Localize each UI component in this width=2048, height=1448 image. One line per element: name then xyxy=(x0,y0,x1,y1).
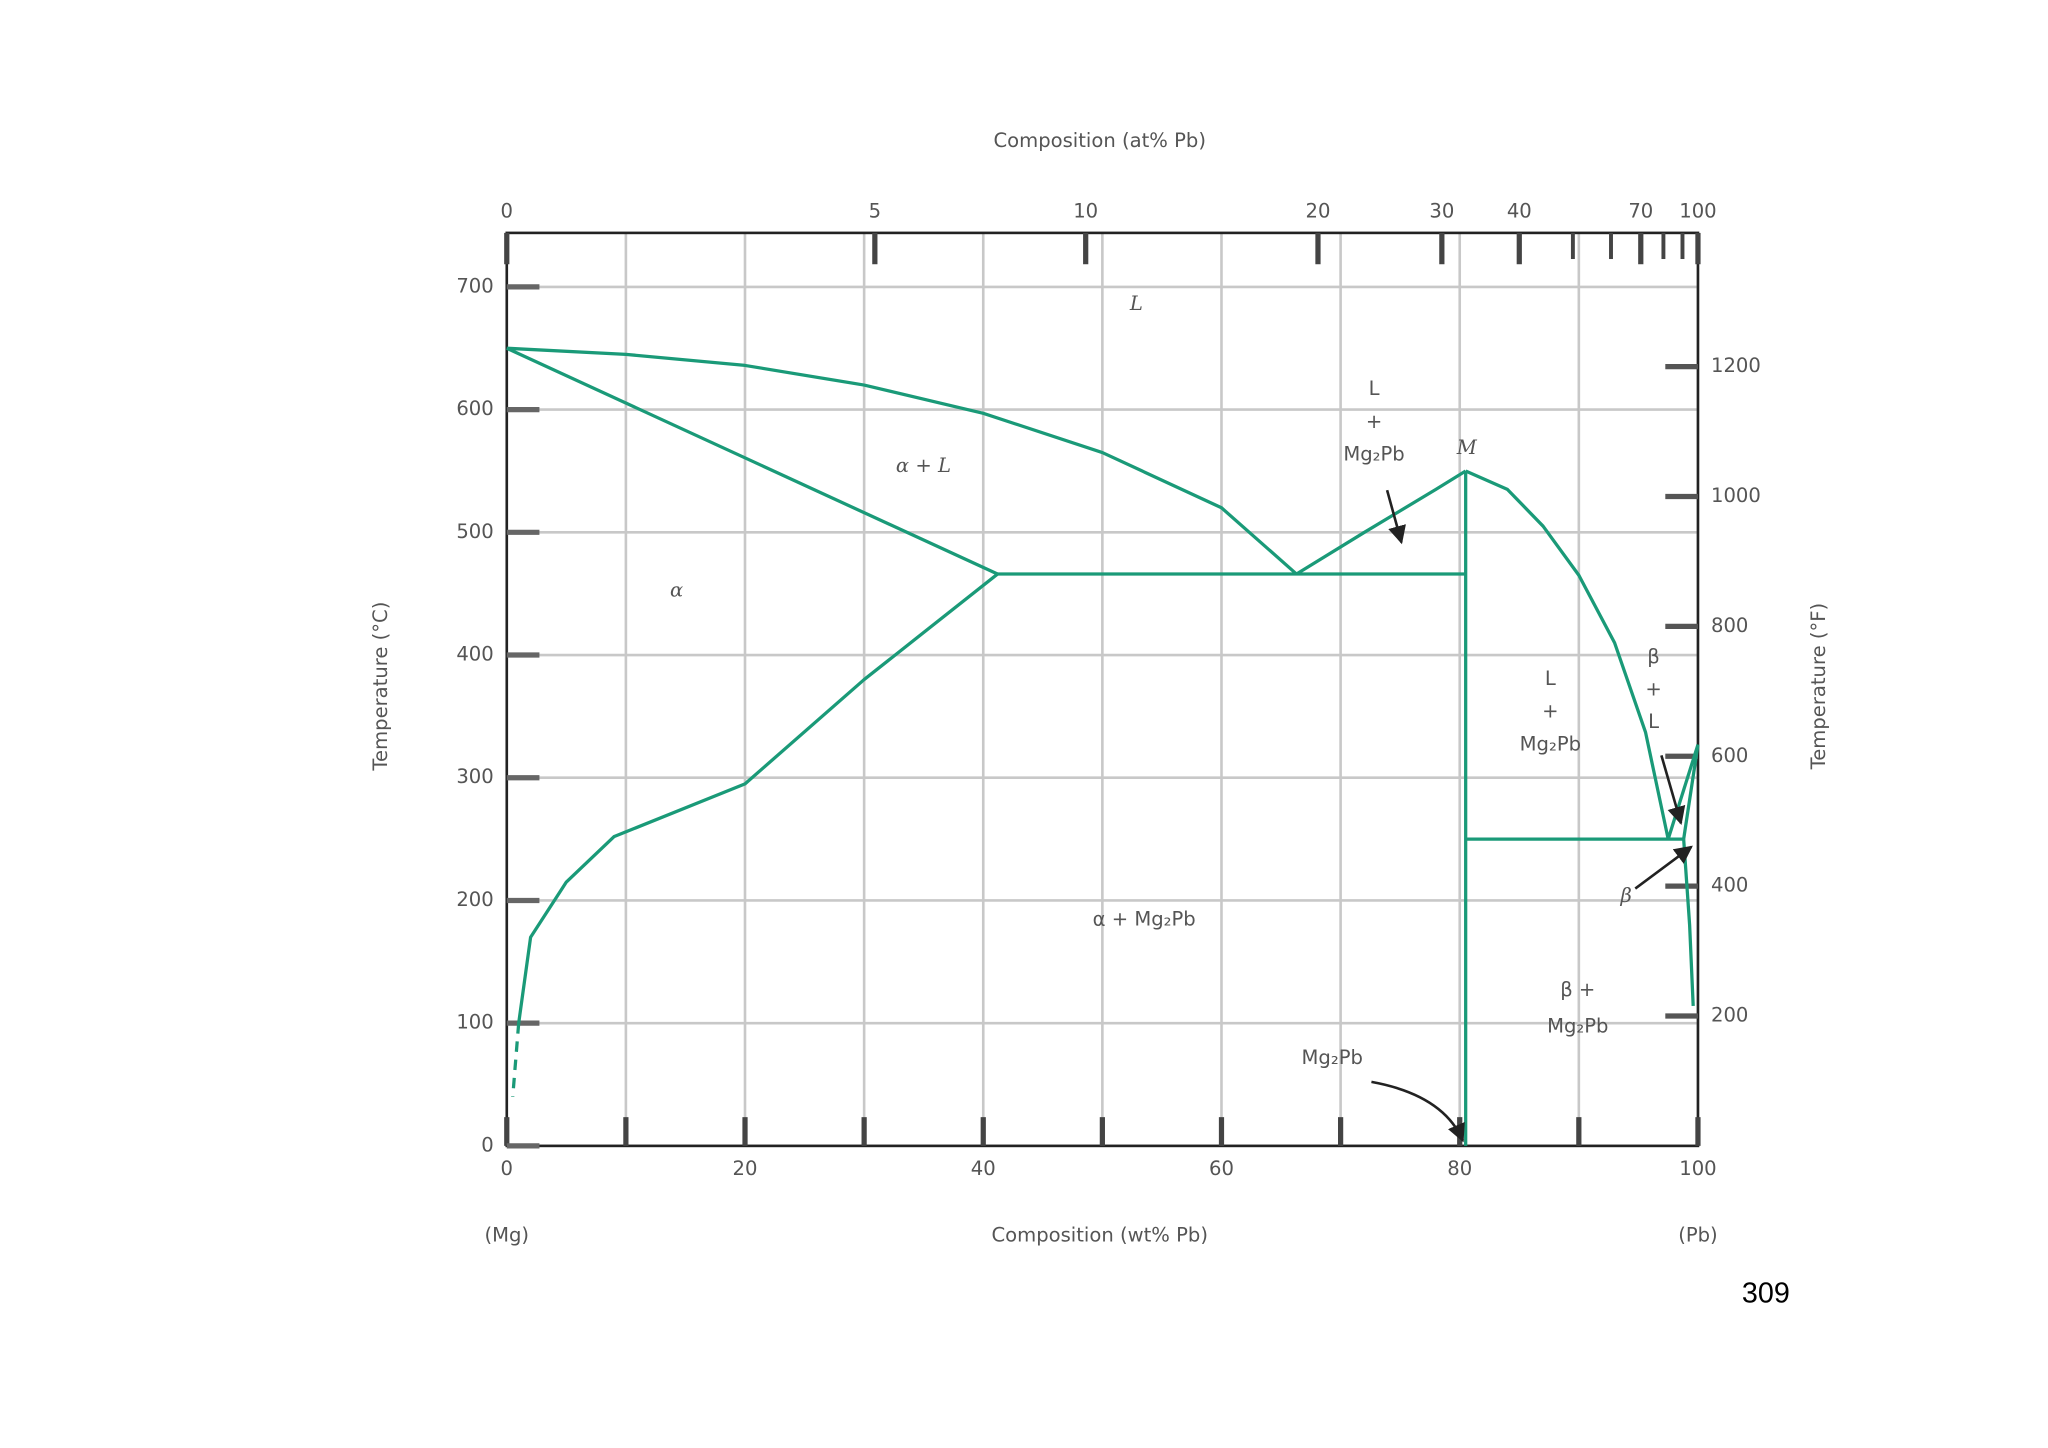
region-label: L xyxy=(1369,377,1380,400)
y2-axis-title: Temperature (°F) xyxy=(1807,603,1830,771)
phase-boundary xyxy=(506,346,999,576)
arrow xyxy=(1371,1080,1465,1143)
arrow xyxy=(1660,754,1686,826)
x2-tick-label: 0 xyxy=(501,200,513,223)
y2-tick-label: 200 xyxy=(1711,1004,1748,1027)
y-tick-label: 700 xyxy=(456,274,493,297)
region-label: Mg₂Pb xyxy=(1302,1046,1363,1069)
phase-boundary xyxy=(506,346,1298,576)
arrow xyxy=(1634,845,1693,890)
top-axis-title: Composition (at% Pb) xyxy=(993,129,1206,152)
x2-tick-label: 20 xyxy=(1306,200,1331,223)
y-tick-label: 400 xyxy=(456,643,493,666)
x2-tick-label: 5 xyxy=(869,200,881,223)
x-tick-label: 0 xyxy=(501,1157,513,1180)
x2-tick-label: 70 xyxy=(1628,200,1653,223)
x2-tick-label: 10 xyxy=(1073,200,1098,223)
region-label: α xyxy=(670,578,683,601)
arrow xyxy=(1385,489,1406,545)
phase-boundary xyxy=(517,572,999,1024)
y-tick-label: 0 xyxy=(481,1133,493,1156)
y2-tick-label: 400 xyxy=(1711,874,1748,897)
region-label: L xyxy=(1129,292,1143,315)
phase-boundary xyxy=(1295,469,1467,576)
x-tick-label: 100 xyxy=(1679,1157,1716,1180)
x-left-label: (Mg) xyxy=(484,1224,529,1247)
y-axis-title: Temperature (°C) xyxy=(369,602,392,772)
x2-tick-label: 40 xyxy=(1507,200,1532,223)
region-label: Mg₂Pb xyxy=(1520,732,1581,755)
region-label: β xyxy=(1647,645,1660,668)
y-tick-label: 200 xyxy=(456,888,493,911)
region-label: + xyxy=(1542,700,1558,723)
x-tick-label: 20 xyxy=(733,1157,758,1180)
x2-tick-label: 30 xyxy=(1429,200,1454,223)
y-tick-label: 600 xyxy=(456,397,493,420)
y2-tick-label: 1000 xyxy=(1711,484,1761,507)
x-tick-label: 40 xyxy=(971,1157,996,1180)
y-tick-label: 300 xyxy=(456,765,493,788)
region-label: α + Mg₂Pb xyxy=(1093,907,1196,930)
region-label: α + L xyxy=(896,454,951,477)
region-label: β xyxy=(1619,884,1631,907)
region-label: M xyxy=(1456,436,1478,459)
x-tick-label: 60 xyxy=(1209,1157,1234,1180)
region-label: Mg₂Pb xyxy=(1547,1015,1608,1038)
x-tick-label: 80 xyxy=(1447,1157,1472,1180)
phase-boundary xyxy=(511,1023,521,1097)
x-right-label: (Pb) xyxy=(1678,1224,1718,1247)
y2-tick-label: 1200 xyxy=(1711,354,1761,377)
region-label: + xyxy=(1366,410,1382,433)
region-label: Mg₂Pb xyxy=(1343,442,1404,465)
y2-tick-label: 800 xyxy=(1711,614,1748,637)
x-axis-title: Composition (wt% Pb) xyxy=(991,1224,1208,1247)
phase-boundary xyxy=(1682,838,1695,1007)
page-number: 309 xyxy=(1742,1277,1790,1309)
x2-tick-label: 100 xyxy=(1679,200,1716,223)
region-label: L xyxy=(1545,667,1556,690)
y2-tick-label: 600 xyxy=(1711,744,1748,767)
y-tick-label: 100 xyxy=(456,1011,493,1034)
phase-boundary xyxy=(1465,469,1670,840)
region-label: + xyxy=(1645,678,1661,701)
region-label: β + xyxy=(1560,978,1595,1001)
region-label: L xyxy=(1648,710,1659,733)
phase-boundary xyxy=(1682,744,1700,840)
y-tick-label: 500 xyxy=(456,520,493,543)
